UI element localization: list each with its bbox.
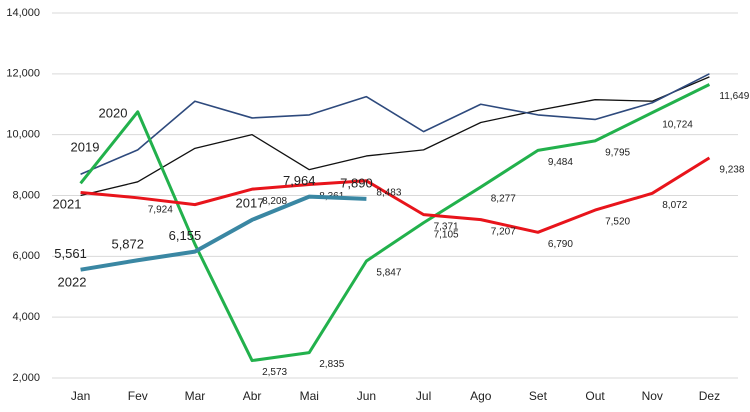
value-label: 6,155 [169,228,202,243]
value-label: 6,790 [548,239,573,250]
x-tick-label: Ago [470,389,492,403]
x-tick-label: Nov [642,389,663,403]
x-tick-label: Dez [699,389,720,403]
value-label: 10,724 [662,119,693,130]
x-tick-label: Out [585,389,605,403]
series-line [80,156,711,234]
series-line [80,76,710,197]
value-label: 7,964 [283,173,316,188]
value-label: 8,483 [376,187,401,198]
series-label: 2017 [236,195,265,210]
value-label: 7,371 [434,221,459,232]
value-label: 8,072 [662,200,687,211]
value-label: 7,207 [491,226,516,237]
y-tick-label: 10,000 [6,129,40,141]
value-label: 7,924 [148,204,173,215]
series-line [80,73,710,175]
series-label: 2020 [99,105,128,120]
value-label: 11,649 [719,91,749,102]
value-label: 5,561 [54,246,87,261]
value-label: 9,795 [605,148,630,159]
value-label: 9,484 [548,157,573,168]
value-label: 8,277 [491,194,516,205]
y-tick-label: 8,000 [12,189,40,201]
x-tick-label: Set [529,389,548,403]
x-tick-label: Mai [300,389,319,403]
y-tick-label: 4,000 [12,311,40,323]
value-label: 5,847 [376,268,401,279]
value-label: 2,835 [319,359,344,370]
x-tick-label: Fev [128,389,148,403]
value-label: 8,208 [262,196,287,207]
y-tick-label: 2,000 [12,372,40,384]
y-tick-label: 14,000 [6,7,40,19]
value-label: 7,520 [605,217,630,228]
value-label: 7,105 [434,229,459,240]
y-tick-label: 6,000 [12,250,40,262]
series-label: 2021 [53,196,82,211]
x-tick-label: Jul [416,389,431,403]
x-tick-label: Mar [185,389,206,403]
series-line [80,194,367,272]
series-line [79,83,711,363]
x-tick-label: Jan [71,389,90,403]
value-label: 7,890 [340,175,373,190]
series-label: 2022 [58,274,87,289]
x-tick-label: Jun [357,389,376,403]
value-label: 5,872 [111,237,144,252]
series-label: 2019 [71,139,100,154]
x-tick-label: Abr [243,389,262,403]
value-label: 9,238 [719,164,744,175]
value-label: 2,573 [262,367,287,378]
y-tick-label: 12,000 [6,68,40,80]
